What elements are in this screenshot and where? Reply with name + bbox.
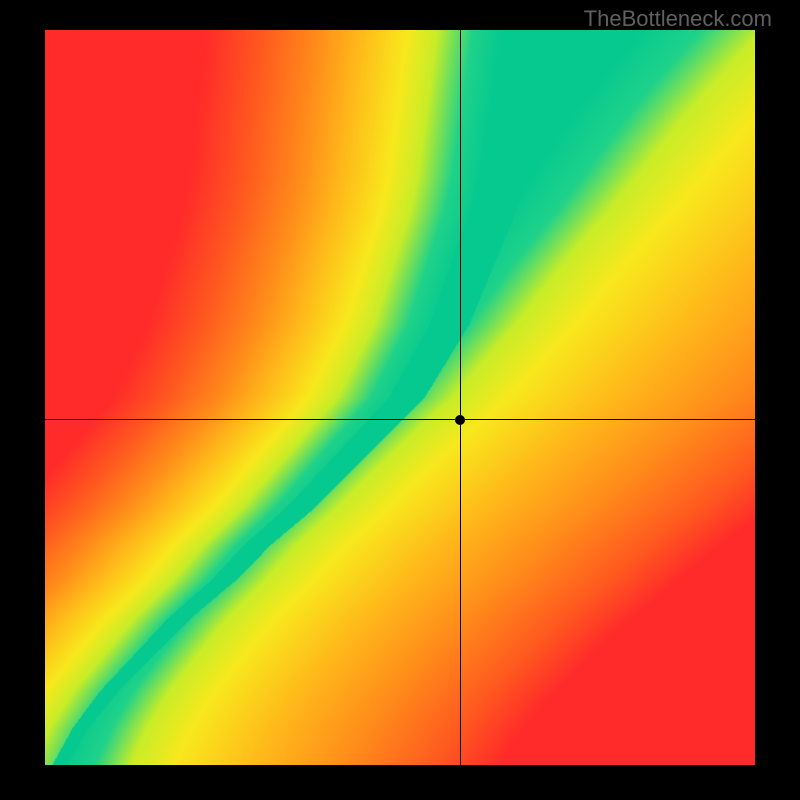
plot-area (45, 30, 755, 765)
marker-dot (455, 415, 465, 425)
chart-container: TheBottleneck.com (0, 0, 800, 800)
watermark-text: TheBottleneck.com (584, 6, 772, 32)
heatmap-canvas (45, 30, 755, 765)
crosshair-vertical (460, 30, 461, 765)
crosshair-horizontal (45, 419, 755, 420)
